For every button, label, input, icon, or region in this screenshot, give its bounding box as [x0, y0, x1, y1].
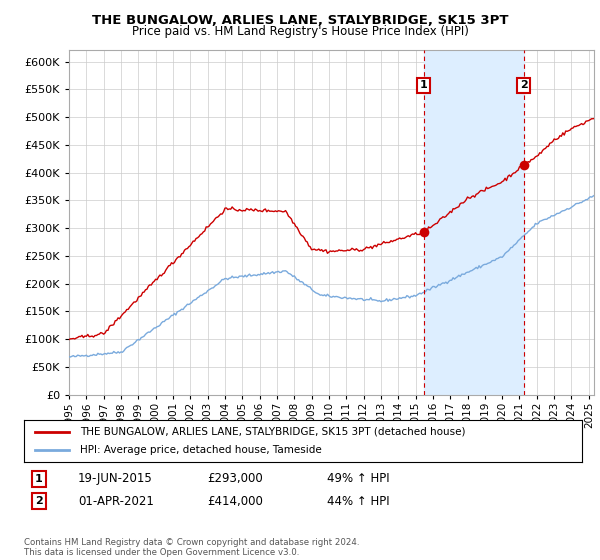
Text: Contains HM Land Registry data © Crown copyright and database right 2024.
This d: Contains HM Land Registry data © Crown c…	[24, 538, 359, 557]
Text: 49% ↑ HPI: 49% ↑ HPI	[327, 472, 389, 486]
Text: 2: 2	[520, 81, 528, 90]
Text: 44% ↑ HPI: 44% ↑ HPI	[327, 494, 389, 508]
Text: Price paid vs. HM Land Registry's House Price Index (HPI): Price paid vs. HM Land Registry's House …	[131, 25, 469, 38]
Bar	[424, 50, 524, 395]
Text: THE BUNGALOW, ARLIES LANE, STALYBRIDGE, SK15 3PT: THE BUNGALOW, ARLIES LANE, STALYBRIDGE, …	[92, 14, 508, 27]
Text: HPI: Average price, detached house, Tameside: HPI: Average price, detached house, Tame…	[80, 445, 322, 455]
Text: 19-JUN-2015: 19-JUN-2015	[78, 472, 153, 486]
Text: 2: 2	[35, 496, 43, 506]
Text: 01-APR-2021: 01-APR-2021	[78, 494, 154, 508]
Text: £293,000: £293,000	[207, 472, 263, 486]
Text: £414,000: £414,000	[207, 494, 263, 508]
Text: 1: 1	[420, 81, 428, 90]
Text: 1: 1	[35, 474, 43, 484]
Text: THE BUNGALOW, ARLIES LANE, STALYBRIDGE, SK15 3PT (detached house): THE BUNGALOW, ARLIES LANE, STALYBRIDGE, …	[80, 427, 466, 437]
